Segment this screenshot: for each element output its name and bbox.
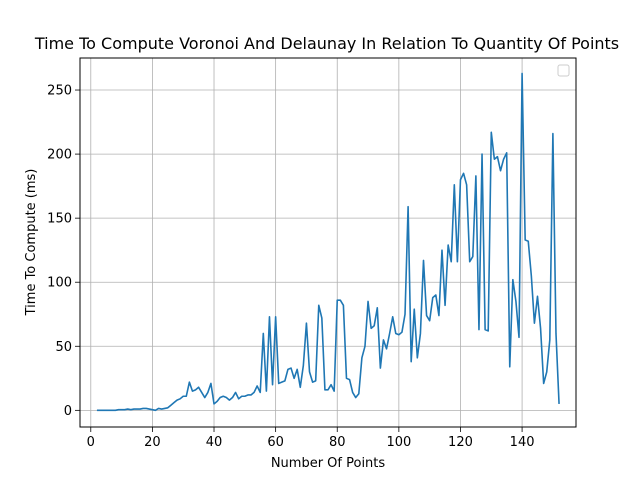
y-tick-label: 50 (55, 340, 72, 355)
x-axis: 0 20 40 60 80 100 120 140 (87, 427, 535, 450)
x-tick-label: 60 (267, 435, 284, 450)
x-tick-label: 80 (329, 435, 346, 450)
y-tick-label: 200 (47, 148, 72, 163)
chart-title: Time To Compute Voronoi And Delaunay In … (34, 34, 619, 53)
series-group (96, 72, 560, 412)
y-tick-label: 0 (64, 404, 72, 419)
x-tick-label: 140 (510, 435, 535, 450)
x-axis-label: Number Of Points (271, 456, 386, 471)
y-axis: 0 50 100 150 200 250 (47, 84, 80, 419)
x-tick-label: 40 (206, 435, 223, 450)
x-tick-label: 0 (87, 435, 95, 450)
series-line-0 (96, 72, 560, 412)
y-tick-label: 150 (47, 212, 72, 227)
x-tick-label: 120 (448, 435, 473, 450)
y-tick-label: 100 (47, 276, 72, 291)
x-tick-label: 100 (386, 435, 411, 450)
y-axis-label: Time To Compute (ms) (24, 169, 39, 317)
legend-box (557, 64, 570, 77)
y-tick-label: 250 (47, 84, 72, 99)
grid (80, 58, 576, 427)
x-tick-label: 20 (144, 435, 161, 450)
plot-frame (79, 57, 577, 428)
